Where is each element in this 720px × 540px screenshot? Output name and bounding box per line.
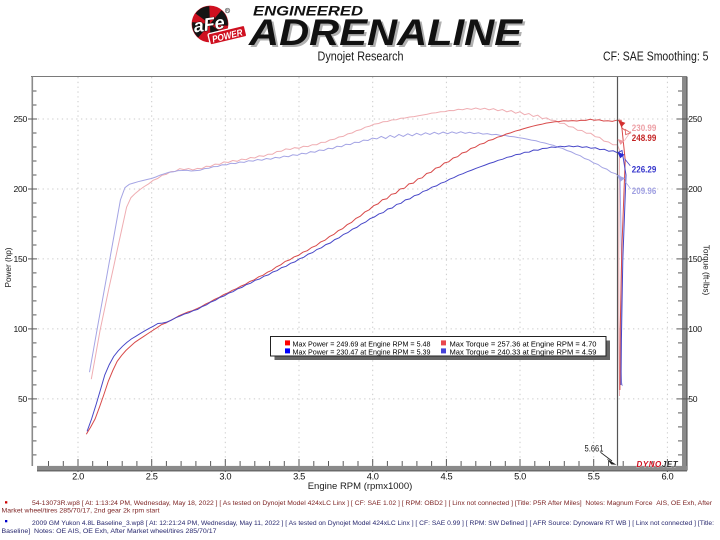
- svg-text:54-13073R.wp8 [ At: 1:13:24 PM: 54-13073R.wp8 [ At: 1:13:24 PM, Wednesda…: [32, 500, 713, 507]
- svg-text:CF: SAE Smoothing: 5: CF: SAE Smoothing: 5: [603, 50, 709, 64]
- svg-text:150: 150: [688, 254, 702, 264]
- svg-text:50: 50: [688, 394, 697, 404]
- svg-text:R: R: [226, 8, 229, 13]
- svg-text:250: 250: [688, 114, 702, 124]
- svg-text:Max Power = 249.69 at Engine R: Max Power = 249.69 at Engine RPM = 5.48: [293, 339, 431, 348]
- svg-text:Market wheel/tires 285/70/17,: Market wheel/tires 285/70/17, 2nd gear 2…: [2, 507, 160, 514]
- svg-text:209.96: 209.96: [632, 186, 657, 196]
- svg-text:230.99: 230.99: [632, 123, 657, 133]
- svg-text:150: 150: [14, 254, 28, 264]
- svg-text:226.29: 226.29: [632, 165, 657, 175]
- svg-text:3.5: 3.5: [293, 471, 305, 481]
- svg-text:248.99: 248.99: [632, 133, 657, 143]
- svg-text:ADRENALINE: ADRENALINE: [248, 12, 524, 53]
- svg-text:Power (hp): Power (hp): [4, 247, 13, 287]
- svg-text:2.0: 2.0: [72, 471, 84, 481]
- svg-text:6.0: 6.0: [661, 471, 673, 481]
- svg-text:ADRENALINE: ADRENALINE: [250, 14, 526, 55]
- svg-text:100: 100: [14, 324, 28, 334]
- svg-text:50: 50: [18, 394, 27, 404]
- svg-text:Torque (ft-lbs): Torque (ft-lbs): [702, 245, 711, 296]
- svg-text:5.0: 5.0: [514, 471, 526, 481]
- svg-text:DYNOJET: DYNOJET: [637, 460, 679, 469]
- svg-text:Engine RPM (rpmx1000): Engine RPM (rpmx1000): [308, 481, 413, 492]
- svg-text:100: 100: [688, 324, 702, 334]
- svg-text:250: 250: [14, 114, 28, 124]
- svg-text:Max Torque = 257.36 at Engine: Max Torque = 257.36 at Engine RPM = 4.70: [450, 339, 597, 348]
- svg-text:Max Torque = 240.33 at Engine: Max Torque = 240.33 at Engine RPM = 4.59: [450, 347, 597, 356]
- svg-text:4.5: 4.5: [440, 471, 452, 481]
- svg-text:Max Power = 230.47 at Engine R: Max Power = 230.47 at Engine RPM = 5.39: [293, 347, 431, 356]
- svg-text:200: 200: [688, 184, 702, 194]
- svg-text:Baseline] Notes: OE AIS, OE E: Baseline] Notes: OE AIS, OE Exh, After M…: [2, 528, 217, 535]
- svg-text:2009 GM Yukon 4.8L Baseline_3.: 2009 GM Yukon 4.8L Baseline_3.wp8 [ At: …: [32, 520, 714, 527]
- svg-text:4.0: 4.0: [367, 471, 379, 481]
- svg-text:ENGINEERED: ENGINEERED: [253, 3, 363, 18]
- svg-text:200: 200: [14, 184, 28, 194]
- svg-text:5.5: 5.5: [588, 471, 600, 481]
- svg-text:5.661: 5.661: [585, 443, 604, 453]
- svg-text:3.0: 3.0: [219, 471, 231, 481]
- svg-text:Dynojet Research: Dynojet Research: [318, 50, 404, 64]
- svg-text:aFe: aFe: [192, 12, 226, 36]
- svg-text:2.5: 2.5: [146, 471, 158, 481]
